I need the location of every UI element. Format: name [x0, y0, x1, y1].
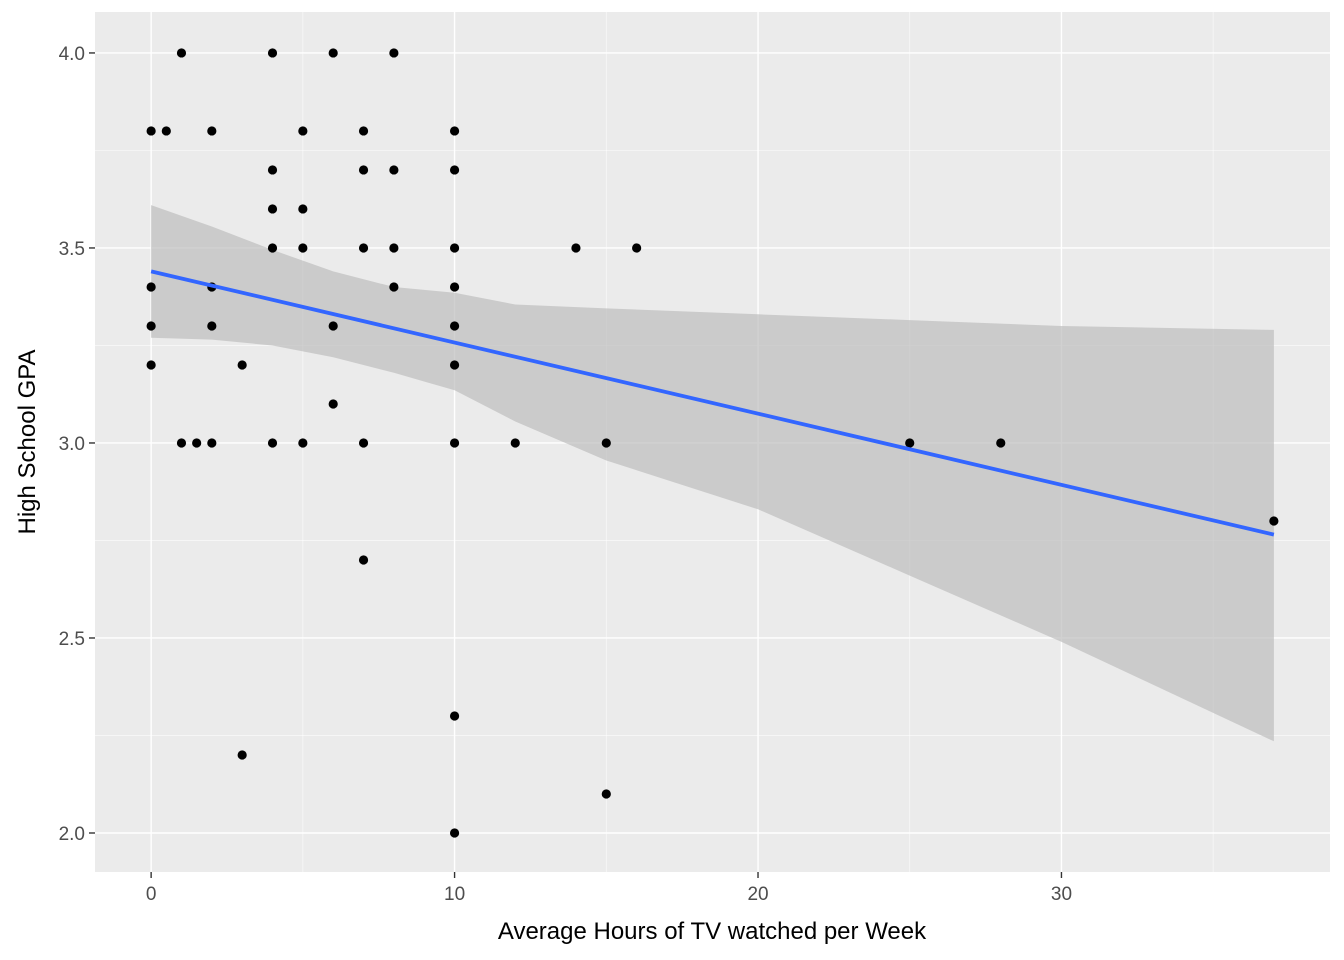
data-point: [358, 555, 369, 565]
y-tick-label: 4.0: [59, 44, 85, 65]
data-point: [237, 360, 247, 370]
data-point: [298, 243, 308, 253]
data-point: [601, 789, 611, 799]
data-point: [632, 243, 642, 253]
data-point: [449, 243, 460, 253]
y-tick-label: 2.0: [59, 824, 85, 845]
data-point: [267, 438, 278, 448]
y-tick-label: 3.5: [59, 239, 85, 260]
data-point: [146, 126, 156, 136]
data-point: [298, 204, 308, 214]
data-point: [207, 438, 217, 448]
data-point: [449, 321, 460, 331]
data-point: [358, 165, 369, 175]
data-point: [176, 48, 187, 58]
x-tick-label: 0: [146, 884, 157, 905]
data-point: [237, 750, 247, 760]
data-point: [996, 438, 1006, 448]
data-point: [161, 126, 171, 136]
data-point: [146, 321, 156, 331]
data-point: [298, 438, 308, 448]
data-point: [449, 711, 460, 721]
data-point: [449, 282, 460, 292]
x-tick-label: 10: [444, 884, 465, 905]
data-point: [328, 48, 338, 58]
data-point: [267, 243, 278, 253]
data-point: [449, 126, 460, 136]
y-tick-label: 3.0: [59, 434, 85, 455]
data-point: [389, 48, 399, 58]
confidence-band: [151, 205, 1274, 742]
data-point: [146, 360, 156, 370]
regression-line: [150, 269, 1275, 537]
x-axis: 0 10 20 30: [146, 872, 1072, 905]
data-point: [358, 438, 369, 448]
data-point: [267, 48, 278, 58]
data-point: [1269, 516, 1279, 526]
x-tick-label: 30: [1051, 884, 1072, 905]
data-point: [358, 126, 369, 136]
y-axis: 2.0 2.5 3.0 3.5 4.0: [59, 44, 95, 845]
y-tick-label: 2.5: [59, 629, 85, 650]
data-point: [389, 165, 399, 175]
data-point: [358, 243, 369, 253]
y-axis-title: High School GPA: [14, 350, 41, 535]
data-point: [146, 282, 156, 292]
data-point: [207, 126, 217, 136]
data-point: [905, 438, 915, 448]
data-point: [449, 438, 460, 448]
data-point: [298, 126, 308, 136]
data-point: [328, 399, 338, 409]
data-point: [267, 165, 278, 175]
x-tick-label: 20: [747, 884, 768, 905]
data-point: [571, 243, 581, 253]
data-point: [207, 321, 217, 331]
data-point: [449, 828, 460, 838]
data-point: [192, 438, 202, 448]
data-point: [449, 360, 460, 370]
data-point: [267, 204, 278, 214]
data-point: [601, 438, 611, 448]
data-point: [328, 321, 338, 331]
data-point: [389, 243, 399, 253]
data-point: [389, 282, 399, 292]
x-axis-title: Average Hours of TV watched per Week: [498, 918, 927, 945]
data-point: [449, 165, 460, 175]
data-point: [510, 438, 520, 448]
data-points: [146, 48, 1279, 838]
data-point: [176, 438, 187, 448]
